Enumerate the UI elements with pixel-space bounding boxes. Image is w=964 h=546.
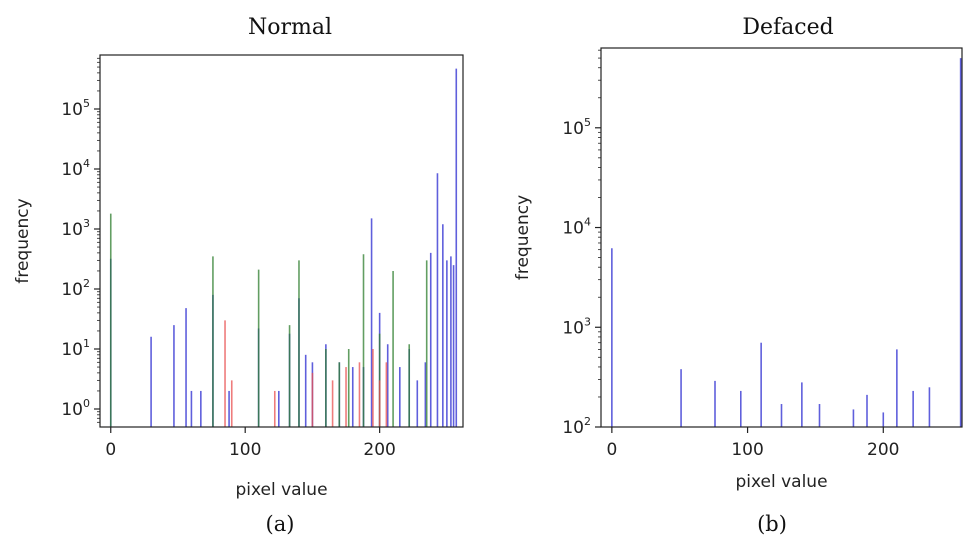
y-tick-base: 10 (61, 220, 83, 240)
y-tick-power: 2 (83, 277, 90, 290)
x-tick-label: 100 (229, 440, 261, 460)
y-tick-base: 10 (61, 340, 83, 360)
y-tick-label: 105 (61, 97, 90, 120)
y-tick-base: 10 (61, 160, 83, 180)
y-tick-label: 105 (562, 116, 591, 139)
y-tick-base: 10 (61, 280, 83, 300)
y-tick-base: 10 (562, 119, 584, 139)
plot-frame (600, 47, 963, 428)
y-tick-power: 0 (83, 397, 90, 410)
y-tick-power: 2 (584, 415, 591, 428)
subfigure-caption: (a) (266, 512, 295, 536)
y-tick-base: 10 (562, 318, 584, 338)
y-tick-power: 3 (83, 217, 90, 230)
plot-frame (99, 54, 464, 428)
x-tick-label: 200 (363, 440, 395, 460)
y-tick-power: 1 (83, 337, 90, 350)
y-tick-power: 3 (584, 315, 591, 328)
y-tick-label: 102 (61, 277, 90, 300)
y-tick-label: 101 (61, 337, 90, 360)
y-tick-power: 4 (83, 157, 90, 170)
y-tick-label: 103 (61, 217, 90, 240)
chart-title: Normal (248, 15, 332, 40)
chart-title: Defaced (742, 15, 833, 40)
y-tick-base: 10 (61, 100, 83, 120)
y-tick-label: 104 (562, 216, 591, 239)
y-tick-label: 103 (562, 315, 591, 338)
x-tick-label: 200 (867, 440, 899, 460)
x-axis-label: pixel value (735, 472, 827, 492)
y-tick-label: 104 (61, 157, 90, 180)
y-axis-label: frequency (513, 195, 533, 280)
y-axis-label: frequency (13, 198, 33, 283)
y-tick-power: 5 (83, 97, 90, 110)
y-tick-base: 10 (61, 400, 83, 420)
y-tick-base: 10 (562, 219, 584, 239)
x-axis-label: pixel value (235, 480, 327, 500)
y-tick-label: 102 (562, 415, 591, 438)
y-tick-power: 5 (584, 116, 591, 129)
subfigure-caption: (b) (757, 512, 787, 536)
x-tick-label: 0 (105, 440, 116, 460)
x-tick-label: 100 (731, 440, 763, 460)
x-tick-label: 0 (606, 440, 617, 460)
y-tick-label: 100 (61, 397, 90, 420)
y-tick-base: 10 (562, 418, 584, 438)
y-tick-power: 4 (584, 216, 591, 229)
